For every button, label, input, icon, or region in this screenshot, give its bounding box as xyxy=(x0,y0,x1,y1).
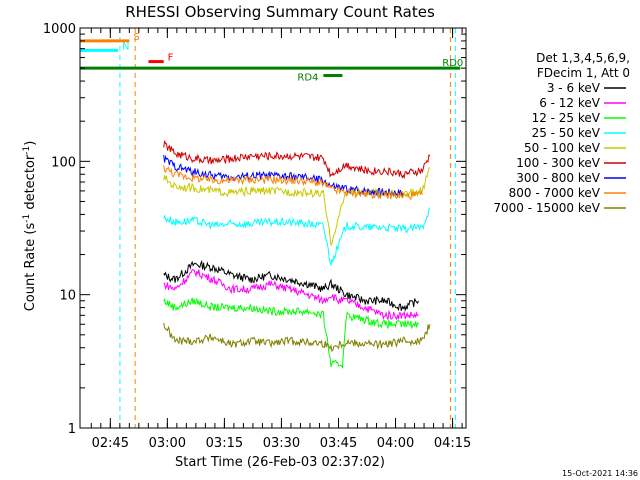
x-tick-label: 03:15 xyxy=(206,436,243,451)
plot-area: SN F RD0 RD4 xyxy=(80,28,463,428)
legend-header-line-1: Det 1,3,4,5,6,9, xyxy=(536,51,630,65)
x-tick-label: 03:30 xyxy=(263,436,300,451)
legend-label-3: 25 - 50 keV xyxy=(532,126,601,140)
y-axis-label-base: Count Rate (s xyxy=(23,223,38,312)
y-tick-label: 10 xyxy=(59,289,76,304)
x-tick-label: 04:00 xyxy=(377,436,414,451)
series-line-7 xyxy=(163,164,423,201)
timestamp: 15-Oct-2021 14:36 xyxy=(562,469,638,478)
y-tick-label: 100 xyxy=(51,155,76,170)
chart-title: RHESSI Observing Summary Count Rates xyxy=(125,3,435,21)
legend-header-line-2: FDecim 1, Att 0 xyxy=(537,66,630,80)
series-line-8 xyxy=(163,322,431,352)
x-axis-label: Start Time (26-Feb-03 02:37:02) xyxy=(175,455,385,470)
y-axis-label-sup: -1 xyxy=(22,214,32,223)
legend-label-0: 3 - 6 keV xyxy=(547,81,601,95)
y-axis-label: Count Rate (s-1 detector-1) xyxy=(22,141,38,312)
series-line-5 xyxy=(163,140,431,180)
series-line-1 xyxy=(163,268,419,322)
series-line-0 xyxy=(163,259,419,312)
legend-label-2: 12 - 25 keV xyxy=(532,111,601,125)
legend-label-1: 6 - 12 keV xyxy=(539,96,601,110)
y-axis-label-sup2: -1 xyxy=(22,146,32,155)
flag-label-rd4: RD4 xyxy=(297,73,318,84)
svg-text:Count Rate (s-1 detector-1): Count Rate (s-1 detector-1) xyxy=(22,141,38,312)
x-tick-label: 03:00 xyxy=(149,436,186,451)
y-tick-label: 1 xyxy=(68,422,76,437)
plot-frame xyxy=(79,27,467,429)
x-tick-label: 03:45 xyxy=(320,436,357,451)
legend-label-7: 800 - 7000 keV xyxy=(509,186,601,200)
series-line-2 xyxy=(163,297,419,370)
y-axis-label-close: ) xyxy=(23,141,38,146)
legend-label-6: 300 - 800 keV xyxy=(516,171,600,185)
flag-label-rd0: RD0 xyxy=(442,58,463,69)
y-axis-label-mid: detector xyxy=(23,154,38,214)
flag-label-f: F xyxy=(168,53,174,64)
x-tick-label: 02:45 xyxy=(92,436,129,451)
series-line-3 xyxy=(163,207,431,266)
y-tick-label: 1000 xyxy=(43,22,76,37)
legend-label-8: 7000 - 15000 keV xyxy=(493,201,600,215)
x-tick-label: 04:15 xyxy=(434,436,471,451)
legend-label-5: 100 - 300 keV xyxy=(516,156,600,170)
flag-label-s: S xyxy=(133,32,139,43)
flag-label-n: N xyxy=(122,41,129,52)
legend-label-4: 50 - 100 keV xyxy=(524,141,601,155)
